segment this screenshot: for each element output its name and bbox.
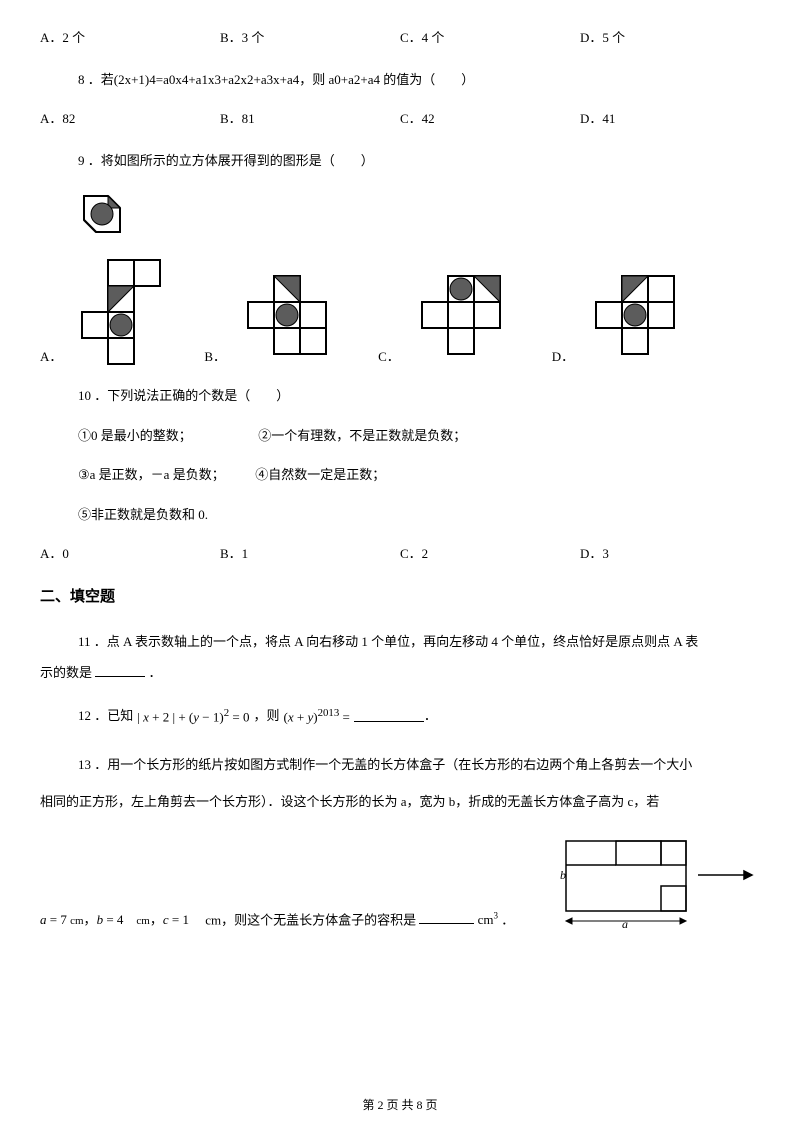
q10-line1b: ②一个有理数，不是正数就是负数； bbox=[258, 428, 466, 443]
q7-option-b: B．3 个 bbox=[220, 28, 400, 48]
q12-pre: 12 ．已知 bbox=[78, 706, 133, 726]
q10-option-b: B．1 bbox=[220, 544, 400, 564]
q13-bottom: a = 7 cm，b = 4 cm，c = 1 cm，则这个无盖长方体盒子的容积… bbox=[40, 835, 760, 930]
q10-line1: ①0 是最小的整数； bbox=[78, 428, 192, 443]
q10-option-c: C．2 bbox=[400, 544, 580, 564]
q11-blank bbox=[95, 664, 145, 677]
q9-text: 9 ．将如图所示的立方体展开得到的图形是（ ） bbox=[78, 151, 760, 171]
q8-option-b: B．81 bbox=[220, 109, 400, 129]
q9-choice-b-label: B． bbox=[204, 347, 226, 367]
section2-title: 二、填空题 bbox=[40, 586, 760, 609]
q11b: 示的数是 ． bbox=[40, 663, 760, 683]
q13-l2: 相同的正方形，左上角剪去一个长方形）．设这个长方形的长为 a，宽为 b，折成的无… bbox=[40, 786, 760, 817]
q7-option-d: D．5 个 bbox=[580, 28, 760, 48]
q13-l1: 13 ．用一个长方形的纸片按如图方式制作一个无盖的长方体盒子（在长方形的右边两个… bbox=[78, 749, 760, 780]
q10-text: 10 ．下列说法正确的个数是（ ） bbox=[78, 386, 760, 406]
q10-line3: ⑤非正数就是负数和 0. bbox=[78, 505, 760, 525]
q13-t3: cm，则这个无盖长方体盒子的容积是 bbox=[205, 912, 416, 927]
q11: 11 ．点 A 表示数轴上的一个点，将点 A 向右移动 1 个单位，再向左移动 … bbox=[78, 626, 760, 657]
q10-line2: ③a 是正数，－a 是负数； bbox=[78, 467, 225, 482]
q9-choice-a: A． bbox=[40, 256, 176, 366]
q10-line1-row: ①0 是最小的整数； ②一个有理数，不是正数就是负数； bbox=[78, 426, 760, 446]
q9-choice-b: B． bbox=[204, 270, 350, 366]
q9-cube-figure bbox=[78, 190, 760, 238]
q9-choice-d-label: D． bbox=[552, 347, 574, 367]
q10-option-a: A．0 bbox=[40, 544, 220, 564]
q13-figure: b a bbox=[560, 835, 760, 930]
q13-blank bbox=[419, 911, 474, 924]
q12-expr1: | x + 2 | + (y − 1)2 = 0 bbox=[137, 705, 249, 727]
q11-t3: ． bbox=[149, 665, 162, 680]
q12: 12 ．已知 | x + 2 | + (y − 1)2 = 0 ，则 (x + … bbox=[78, 705, 760, 727]
q9-choice-c-label: C． bbox=[378, 347, 400, 367]
q11-t2: 示的数是 bbox=[40, 665, 92, 680]
q13-vals: a = 7 cm，b = 4 cm，c = 1 bbox=[40, 912, 202, 927]
q9-choice-d: D． bbox=[552, 270, 698, 366]
q13-unit: cm3 bbox=[478, 912, 498, 927]
page-footer: 第 2 页 共 8 页 bbox=[0, 1096, 800, 1114]
q12-blank bbox=[354, 709, 424, 722]
q8-options: A．82 B．81 C．42 D．41 bbox=[40, 109, 760, 129]
q8-option-d: D．41 bbox=[580, 109, 760, 129]
q10-options: A．0 B．1 C．2 D．3 bbox=[40, 544, 760, 564]
q12-post: ． bbox=[424, 706, 437, 726]
q12-comma: ，则 bbox=[253, 706, 279, 726]
q8-option-a: A．82 bbox=[40, 109, 220, 129]
q10-line2b: ④自然数一定是正数； bbox=[255, 467, 385, 482]
q7-option-a: A．2 个 bbox=[40, 28, 220, 48]
q9-choice-c: C． bbox=[378, 270, 524, 366]
q10-option-d: D．3 bbox=[580, 544, 760, 564]
q13-bottom-text: a = 7 cm，b = 4 cm，c = 1 cm，则这个无盖长方体盒子的容积… bbox=[40, 910, 552, 930]
svg-text:a: a bbox=[622, 917, 628, 930]
q9-choices: A． B． bbox=[40, 256, 760, 366]
q13-end: ． bbox=[501, 912, 514, 927]
q11-t1: 11 ．点 A 表示数轴上的一个点，将点 A 向右移动 1 个单位，再向左移动 … bbox=[78, 634, 698, 649]
q7-option-c: C．4 个 bbox=[400, 28, 580, 48]
q9-choice-a-label: A． bbox=[40, 347, 62, 367]
q8-text: 8 ．若(2x+1)4=a0x4+a1x3+a2x2+a3x+a4，则 a0+a… bbox=[78, 70, 760, 90]
svg-text:b: b bbox=[560, 868, 566, 882]
q8-option-c: C．42 bbox=[400, 109, 580, 129]
q12-expr2: (x + y)2013 = bbox=[284, 705, 350, 727]
q7-options: A．2 个 B．3 个 C．4 个 D．5 个 bbox=[40, 28, 760, 48]
q10-line2-row: ③a 是正数，－a 是负数； ④自然数一定是正数； bbox=[78, 465, 760, 485]
